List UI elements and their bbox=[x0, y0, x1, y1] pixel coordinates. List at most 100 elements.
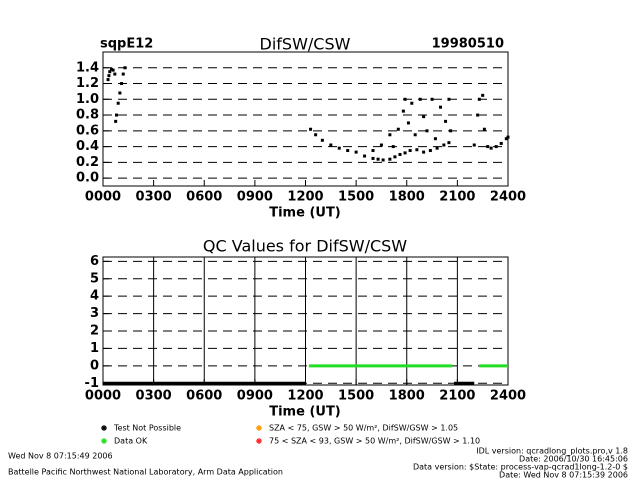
point bbox=[477, 97, 481, 101]
point bbox=[489, 146, 493, 150]
point bbox=[482, 127, 486, 131]
point bbox=[309, 127, 313, 131]
point bbox=[504, 137, 508, 141]
chart-title: QC Values for DifSW/CSW bbox=[203, 237, 407, 256]
legend-marker bbox=[256, 438, 262, 444]
point bbox=[371, 156, 375, 160]
point bbox=[354, 150, 358, 154]
y-tick-label: 0.0 bbox=[76, 171, 99, 186]
point bbox=[406, 121, 410, 125]
x-tick-label: 2100 bbox=[439, 389, 475, 404]
x-tick-label: 0600 bbox=[186, 389, 222, 404]
date-label: 19980510 bbox=[432, 37, 504, 52]
y-tick-label: 0.2 bbox=[76, 155, 99, 170]
y-tick-label: 0.8 bbox=[76, 108, 99, 123]
x-tick-label: 0900 bbox=[237, 389, 273, 404]
point bbox=[430, 97, 434, 101]
x-tick-label: 1200 bbox=[287, 389, 323, 404]
legend-marker bbox=[101, 438, 107, 444]
point bbox=[320, 138, 324, 142]
x-tick-label: 0000 bbox=[85, 389, 121, 404]
point bbox=[401, 109, 405, 113]
point bbox=[408, 149, 412, 153]
point bbox=[106, 78, 110, 82]
point bbox=[425, 129, 429, 133]
point bbox=[388, 157, 392, 161]
point bbox=[499, 141, 503, 145]
timestamp: Wed Nov 8 07:15:49 2006 bbox=[8, 452, 113, 461]
y-tick-label: 1.0 bbox=[76, 92, 99, 107]
point bbox=[413, 133, 417, 137]
point bbox=[111, 68, 115, 72]
point bbox=[449, 129, 453, 133]
y-tick-label: 1 bbox=[90, 341, 99, 356]
point bbox=[115, 113, 118, 117]
x-tick-label: 0600 bbox=[186, 190, 222, 205]
point bbox=[433, 137, 437, 141]
point bbox=[121, 72, 125, 76]
point bbox=[123, 66, 127, 70]
point bbox=[422, 150, 426, 154]
x-tick-label: 0000 bbox=[85, 190, 121, 205]
x-tick-label: 1800 bbox=[389, 389, 425, 404]
point bbox=[476, 113, 480, 117]
point bbox=[376, 157, 380, 161]
y-tick-label: -1 bbox=[85, 376, 99, 391]
x-tick-label: 0300 bbox=[136, 389, 172, 404]
y-tick-label: 1.4 bbox=[76, 60, 99, 75]
y-tick-label: 0.6 bbox=[76, 123, 99, 138]
x-axis-label: Time (UT) bbox=[269, 405, 341, 420]
point bbox=[447, 97, 451, 101]
point bbox=[403, 97, 407, 101]
x-tick-label: 2400 bbox=[490, 190, 526, 205]
y-tick-label: 5 bbox=[90, 271, 99, 286]
y-tick-label: 3 bbox=[90, 306, 99, 321]
x-tick-label: 1800 bbox=[389, 190, 425, 205]
point bbox=[442, 143, 446, 147]
point bbox=[415, 148, 419, 152]
point bbox=[114, 119, 118, 123]
point bbox=[391, 145, 395, 149]
point bbox=[393, 155, 397, 159]
point bbox=[107, 74, 111, 78]
x-tick-label: 0900 bbox=[237, 190, 273, 205]
point bbox=[120, 82, 124, 86]
point bbox=[363, 154, 367, 158]
point bbox=[379, 143, 383, 147]
x-tick-label: 0300 bbox=[136, 190, 172, 205]
point bbox=[447, 141, 451, 145]
point bbox=[118, 91, 122, 95]
y-tick-label: 2 bbox=[90, 324, 99, 339]
point bbox=[346, 149, 350, 153]
idl-date: Date: 2006/10/30 16:45:06 bbox=[519, 455, 628, 464]
y-tick-label: 0.4 bbox=[76, 139, 99, 154]
legend-label: 75 < SZA < 93, GSW > 50 W/m², DifSW/GSW … bbox=[269, 437, 480, 446]
point bbox=[398, 152, 402, 156]
legend-label: SZA < 75, GSW > 50 W/m², DifSW/GSW > 1.0… bbox=[269, 424, 458, 433]
y-tick-label: 1.2 bbox=[76, 76, 99, 91]
x-tick-label: 1500 bbox=[338, 389, 374, 404]
y-tick-label: 4 bbox=[90, 289, 99, 304]
point bbox=[435, 146, 439, 150]
point bbox=[418, 97, 422, 101]
x-tick-label: 1500 bbox=[338, 190, 374, 205]
lab: Battelle Pacific Northwest National Labo… bbox=[8, 468, 283, 477]
x-tick-label: 2400 bbox=[490, 389, 526, 404]
point bbox=[113, 72, 117, 76]
legend-label: Test Not Possible bbox=[113, 424, 181, 433]
point bbox=[494, 145, 498, 149]
point bbox=[403, 151, 407, 155]
data-date: Date: Wed Nov 8 07:15:39 2006 bbox=[499, 471, 628, 480]
y-tick-label: 6 bbox=[90, 254, 99, 269]
point bbox=[422, 115, 426, 119]
point bbox=[109, 67, 113, 71]
y-tick-label: 0 bbox=[90, 358, 99, 373]
point bbox=[444, 119, 448, 123]
chart-title: DifSW/CSW bbox=[260, 35, 351, 54]
point bbox=[314, 133, 318, 137]
x-tick-label: 2100 bbox=[439, 190, 475, 205]
point bbox=[410, 101, 414, 105]
point bbox=[381, 158, 385, 162]
idl-version: IDL version: qcradlong_plots.pro,v 1.8 bbox=[476, 447, 628, 456]
